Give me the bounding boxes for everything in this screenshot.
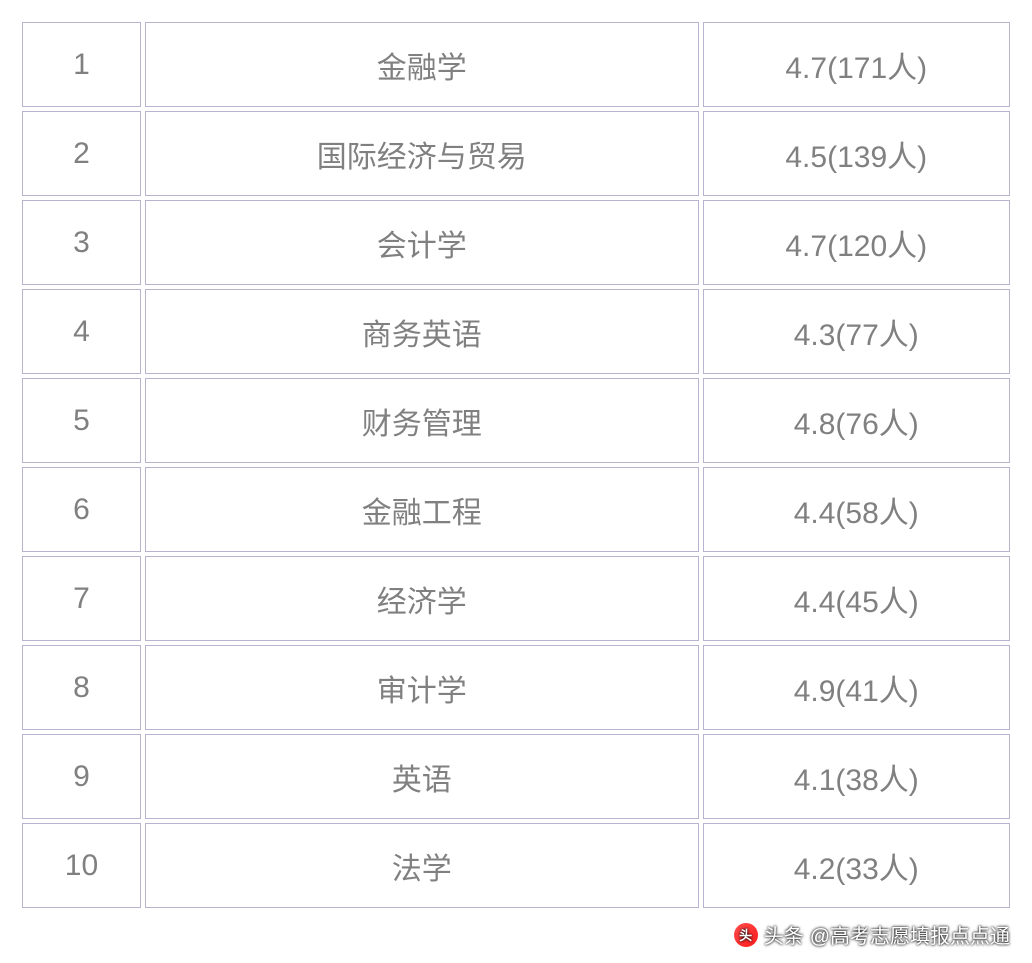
watermark-prefix: 头条 [764, 920, 804, 949]
major-cell: 金融学 [145, 22, 699, 107]
watermark: 头 头条 @高考志愿填报点点通 [734, 920, 1010, 949]
score-cell: 4.5(139人) [703, 111, 1011, 196]
rank-cell: 8 [22, 645, 141, 730]
rank-cell: 7 [22, 556, 141, 641]
watermark-account: @高考志愿填报点点通 [810, 920, 1010, 949]
score-cell: 4.1(38人) [703, 734, 1011, 819]
rank-cell: 10 [22, 823, 141, 908]
score-cell: 4.7(171人) [703, 22, 1011, 107]
majors-table: 1 金融学 4.7(171人) 2 国际经济与贸易 4.5(139人) 3 会计… [18, 18, 1014, 912]
score-cell: 4.8(76人) [703, 378, 1011, 463]
rank-cell: 4 [22, 289, 141, 374]
rank-cell: 2 [22, 111, 141, 196]
score-cell: 4.2(33人) [703, 823, 1011, 908]
table-row: 10 法学 4.2(33人) [22, 823, 1010, 908]
major-cell: 商务英语 [145, 289, 699, 374]
major-cell: 财务管理 [145, 378, 699, 463]
table-row: 9 英语 4.1(38人) [22, 734, 1010, 819]
table-row: 3 会计学 4.7(120人) [22, 200, 1010, 285]
rank-cell: 9 [22, 734, 141, 819]
table-row: 2 国际经济与贸易 4.5(139人) [22, 111, 1010, 196]
major-cell: 金融工程 [145, 467, 699, 552]
score-cell: 4.4(58人) [703, 467, 1011, 552]
major-cell: 法学 [145, 823, 699, 908]
major-cell: 英语 [145, 734, 699, 819]
score-cell: 4.4(45人) [703, 556, 1011, 641]
rank-cell: 5 [22, 378, 141, 463]
major-cell: 经济学 [145, 556, 699, 641]
table-row: 8 审计学 4.9(41人) [22, 645, 1010, 730]
rank-cell: 6 [22, 467, 141, 552]
major-cell: 会计学 [145, 200, 699, 285]
table-row: 7 经济学 4.4(45人) [22, 556, 1010, 641]
toutiao-icon: 头 [734, 923, 758, 947]
major-cell: 国际经济与贸易 [145, 111, 699, 196]
rank-cell: 3 [22, 200, 141, 285]
table-row: 6 金融工程 4.4(58人) [22, 467, 1010, 552]
table-row: 1 金融学 4.7(171人) [22, 22, 1010, 107]
score-cell: 4.7(120人) [703, 200, 1011, 285]
majors-table-container: 1 金融学 4.7(171人) 2 国际经济与贸易 4.5(139人) 3 会计… [18, 18, 1014, 912]
major-cell: 审计学 [145, 645, 699, 730]
table-body: 1 金融学 4.7(171人) 2 国际经济与贸易 4.5(139人) 3 会计… [22, 22, 1010, 908]
rank-cell: 1 [22, 22, 141, 107]
table-row: 4 商务英语 4.3(77人) [22, 289, 1010, 374]
score-cell: 4.3(77人) [703, 289, 1011, 374]
table-row: 5 财务管理 4.8(76人) [22, 378, 1010, 463]
score-cell: 4.9(41人) [703, 645, 1011, 730]
